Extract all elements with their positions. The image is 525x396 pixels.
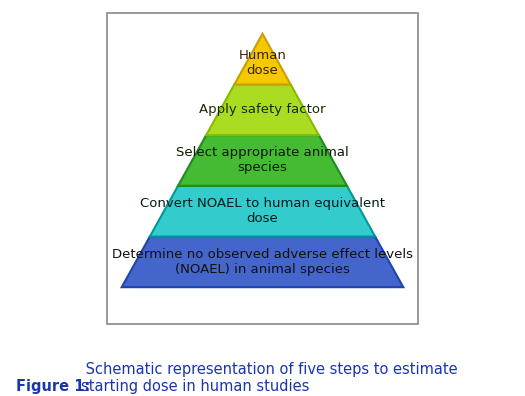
Text: Human
dose: Human dose [238,49,287,77]
Polygon shape [206,84,319,135]
Text: Convert NOAEL to human equivalent
dose: Convert NOAEL to human equivalent dose [140,197,385,225]
Polygon shape [234,34,291,84]
Text: Determine no observed adverse effect levels
(NOAEL) in animal species: Determine no observed adverse effect lev… [112,248,413,276]
Text: Figure 1:: Figure 1: [16,379,90,394]
Text: Select appropriate animal
species: Select appropriate animal species [176,147,349,175]
Polygon shape [122,236,403,287]
Polygon shape [178,135,347,186]
Text: Apply safety factor: Apply safety factor [200,103,326,116]
Text: Schematic representation of five steps to estimate
starting dose in human studie: Schematic representation of five steps t… [81,362,458,394]
Polygon shape [150,186,375,236]
